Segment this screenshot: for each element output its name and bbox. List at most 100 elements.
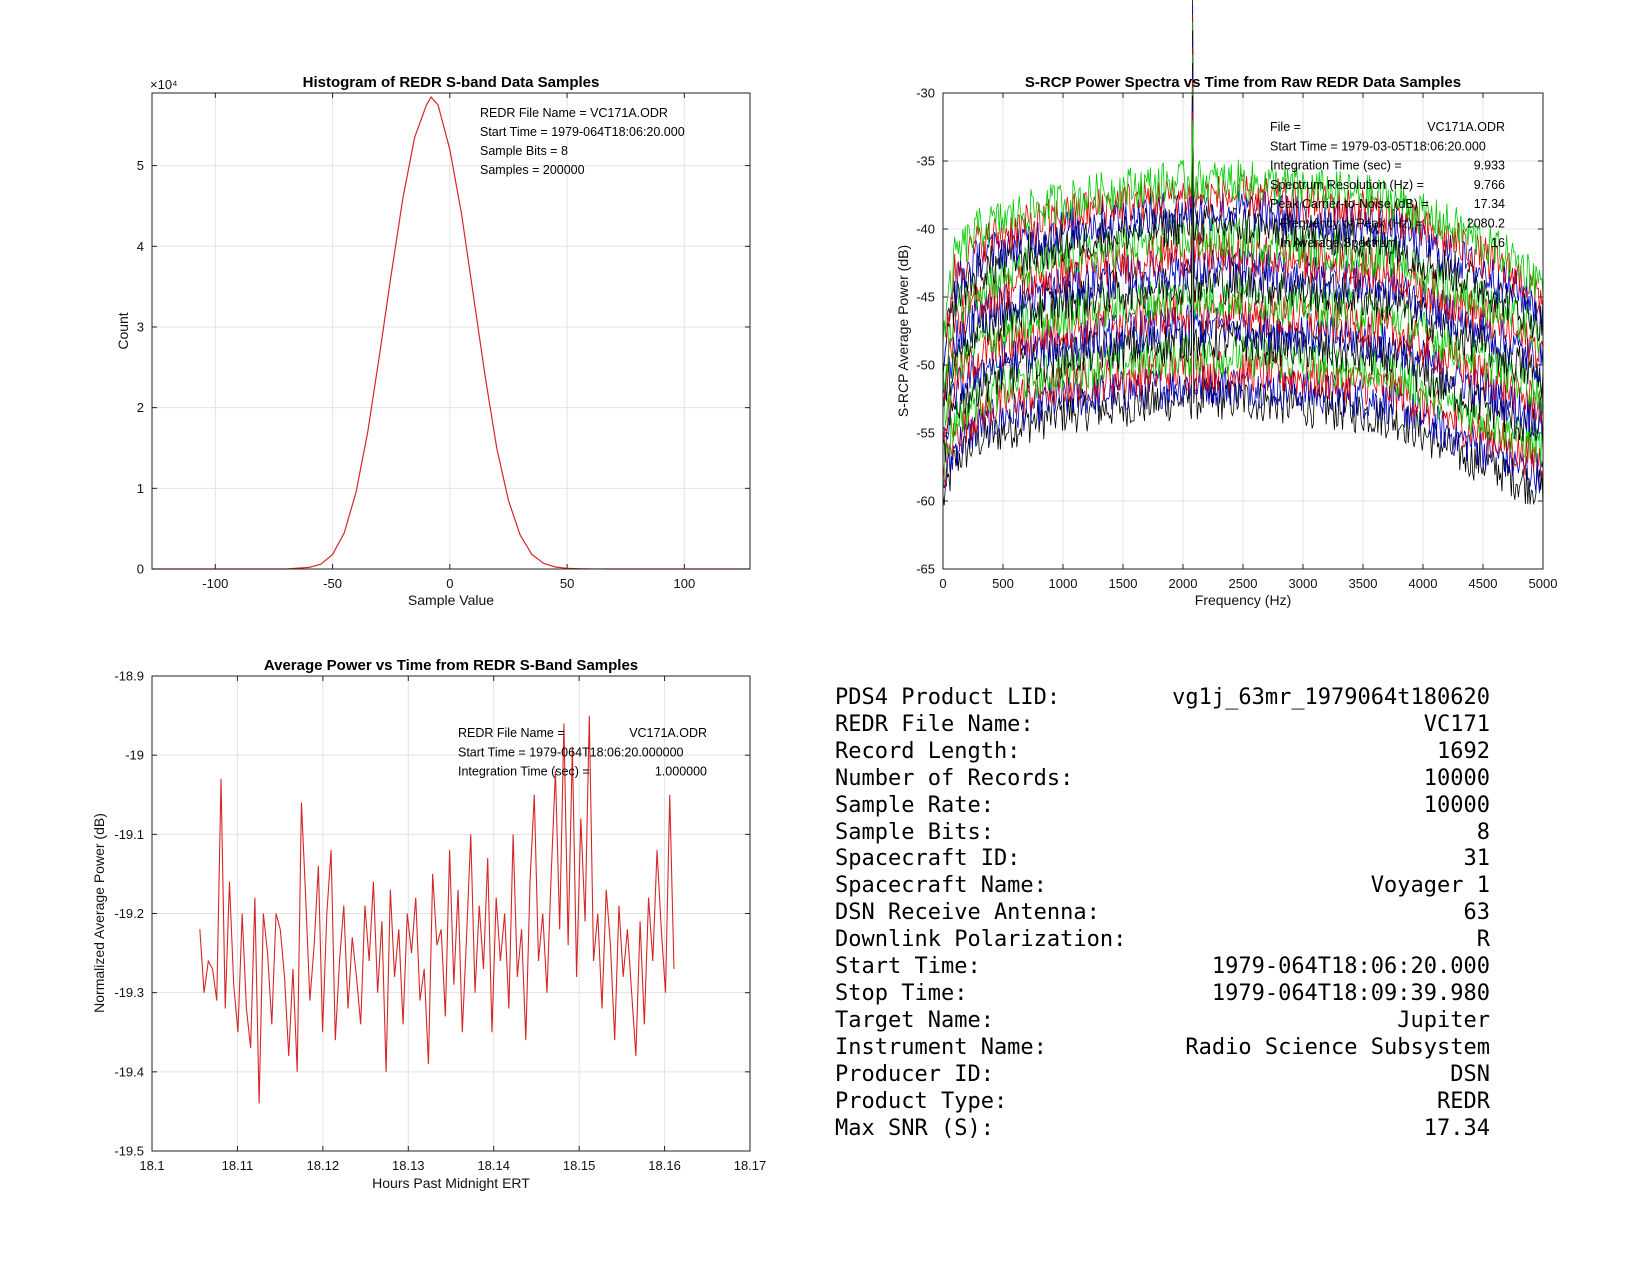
metadata-label: Start Time:	[835, 954, 981, 980]
y-tick-label: -18.9	[114, 669, 144, 684]
x-tick-label: 18.16	[648, 1158, 681, 1173]
x-tick-label: -100	[202, 576, 228, 591]
x-tick-label: 18.11	[222, 1158, 254, 1173]
metadata-row: Record Length: 1692	[835, 739, 1490, 766]
y-tick-label: -19	[125, 748, 144, 763]
spectra-annotation-label: Spectrum Resolution (Hz) =	[1270, 178, 1424, 192]
metadata-row: Target Name: Jupiter	[835, 1008, 1490, 1035]
spectra-annotation-label: Integration Time (sec) =	[1270, 159, 1402, 173]
y-tick-label: -45	[916, 290, 935, 305]
y-tick-label: -19.2	[114, 906, 144, 921]
metadata-row: Instrument Name: Radio Science Subsystem	[835, 1035, 1490, 1062]
metadata-row: Start Time: 1979-064T18:06:20.000	[835, 954, 1490, 981]
metadata-row: Spacecraft ID: 31	[835, 846, 1490, 873]
spectra-lines	[942, 0, 1544, 506]
x-tick-label: 18.15	[563, 1158, 596, 1173]
metadata-row: Sample Rate: 10000	[835, 793, 1490, 820]
histogram-curve	[152, 96, 750, 570]
metadata-value: REDR	[1437, 1088, 1490, 1114]
y-tick-label: -55	[916, 426, 935, 441]
metadata-label: DSN Receive Antenna:	[835, 900, 1100, 926]
metadata-label: Spacecraft ID:	[835, 846, 1021, 872]
x-tick-label: 0	[939, 576, 946, 591]
metadata-label: Target Name:	[835, 1007, 994, 1033]
metadata-value: 1979-064T18:06:20.000	[1211, 954, 1490, 980]
metadata-row: Product Type: REDR	[835, 1089, 1490, 1116]
spectra-chart: S-RCP Power Spectra vs Time from Raw RED…	[895, 0, 1557, 608]
histogram-annotation-line: Sample Bits = 8	[480, 144, 568, 158]
y-tick-label: -19.4	[114, 1064, 144, 1079]
metadata-label: Sample Rate:	[835, 792, 994, 818]
x-tick-label: 3500	[1349, 576, 1378, 591]
metadata-value: VC171	[1423, 711, 1490, 737]
x-tick-label: 0	[446, 576, 453, 591]
spectra-annotation-value: VC171A.ODR	[1427, 120, 1505, 134]
histogram-exponent-label: ×10⁴	[150, 77, 178, 92]
metadata-value: vg1j_63mr_1979064t180620	[1172, 685, 1490, 710]
product-metadata-panel: PDS4 Product LID: vg1j_63mr_1979064t18062…	[835, 685, 1490, 1142]
metadata-row: Sample Bits: 8	[835, 820, 1490, 847]
y-tick-label: 2	[137, 400, 144, 415]
spectrum-line	[942, 63, 1544, 407]
y-tick-label: 0	[137, 562, 144, 577]
y-tick-label: 1	[137, 481, 144, 496]
metadata-value: Radio Science Subsystem	[1185, 1034, 1490, 1060]
power-frame	[151, 675, 751, 1152]
histogram-chart: Histogram of REDR S-band Data Samples ×1…	[115, 74, 751, 608]
metadata-label: Product Type:	[835, 1088, 1008, 1114]
histogram-title: Histogram of REDR S-band Data Samples	[303, 74, 600, 91]
power-y-label: Normalized Average Power (dB)	[91, 813, 107, 1013]
y-tick-label: -40	[916, 222, 935, 237]
metadata-label: Sample Bits:	[835, 819, 994, 845]
metadata-label: Downlink Polarization:	[835, 927, 1127, 953]
metadata-row: Max SNR (S): 17.34	[835, 1116, 1490, 1143]
spectra-annotation-value: 17.34	[1474, 197, 1505, 211]
x-tick-label: 18.12	[307, 1158, 340, 1173]
metadata-value: DSN	[1450, 1061, 1490, 1087]
x-tick-label: 18.17	[734, 1158, 767, 1173]
metadata-value: 10000	[1423, 765, 1490, 791]
power-ticks: 18.1 18.11 18.12 18.13 18.14 18.15 18.16 18.17 -…	[114, 669, 766, 1174]
y-tick-label: 3	[137, 319, 144, 334]
spectra-frame	[942, 92, 1544, 570]
metadata-row: Spacecraft Name: Voyager 1	[835, 873, 1490, 900]
metadata-row: PDS4 Product LID: vg1j_63mr_1979064t18062…	[835, 685, 1490, 712]
y-tick-label: -35	[916, 154, 935, 169]
x-tick-label: 50	[560, 576, 574, 591]
spectra-annotation-label: In Average Spectrum	[1280, 236, 1397, 250]
power-annotation-label: Start Time = 1979-064T18:06:20.000000	[458, 745, 684, 759]
metadata-value: Voyager 1	[1370, 873, 1490, 899]
x-tick-label: 3000	[1289, 576, 1318, 591]
histogram-grid	[152, 93, 750, 570]
metadata-label: REDR File Name:	[835, 711, 1034, 737]
metadata-value: 31	[1463, 846, 1491, 872]
spectrum-line	[942, 5, 1544, 494]
x-tick-label: 2500	[1229, 576, 1258, 591]
spectra-annotation-value: 2080.2	[1467, 217, 1505, 231]
metadata-row: Producer ID: DSN	[835, 1062, 1490, 1089]
x-tick-label: 18.13	[392, 1158, 425, 1173]
metadata-value: 1692	[1437, 738, 1490, 764]
x-tick-label: 500	[992, 576, 1014, 591]
x-tick-label: -50	[323, 576, 342, 591]
power-annotation-label: REDR File Name =	[458, 726, 565, 740]
metadata-label: Record Length:	[835, 738, 1021, 764]
metadata-label: Stop Time:	[835, 980, 968, 1006]
x-tick-label: 5000	[1529, 576, 1558, 591]
spectra-title: S-RCP Power Spectra vs Time from Raw RED…	[1025, 74, 1461, 91]
y-tick-label: -30	[916, 86, 935, 101]
histogram-x-label: Sample Value	[408, 592, 494, 608]
spectra-annotation-label: File =	[1270, 120, 1301, 134]
metadata-value: R	[1476, 927, 1490, 953]
spectra-grid	[942, 92, 1544, 570]
spectrum-line	[942, 87, 1544, 392]
x-tick-label: 18.14	[477, 1158, 510, 1173]
x-tick-label: 4500	[1469, 576, 1498, 591]
metadata-row: Number of Records: 10000	[835, 766, 1490, 793]
spectra-annotation-label: Frequency of Peak (Hz) =	[1280, 217, 1423, 231]
x-tick-label: 18.1	[139, 1158, 164, 1173]
spectrum-line	[942, 54, 1544, 427]
spectra-annotation: File = VC171A.ODR Start Time = 1979-03-05T…	[1270, 120, 1505, 250]
spectra-x-label: Frequency (Hz)	[1195, 592, 1291, 608]
